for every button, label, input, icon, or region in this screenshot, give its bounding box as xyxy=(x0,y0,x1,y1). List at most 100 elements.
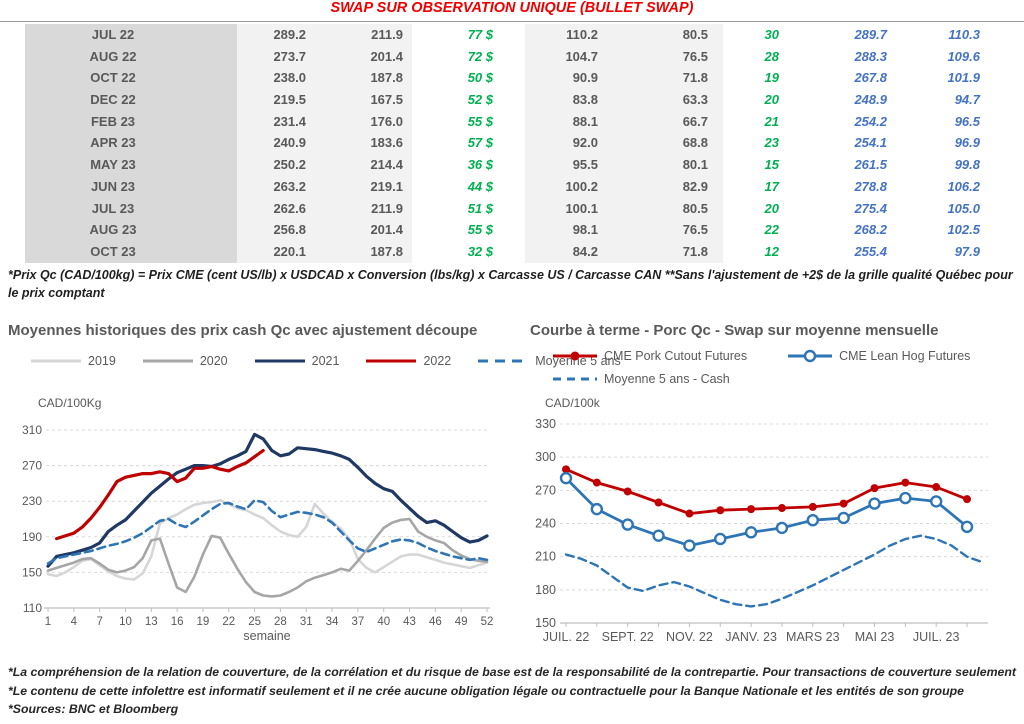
legend-label: 2019 xyxy=(88,354,116,368)
legend-swatch-line-icon xyxy=(553,351,597,361)
right-chart-legend-row2: Moyenne 5 ans - Cash xyxy=(552,372,730,386)
table-cell: 289.7 xyxy=(854,27,887,42)
swatch-marker xyxy=(570,351,580,361)
x-tick-label: 16 xyxy=(171,616,184,628)
table-cell: 100.2 xyxy=(525,175,610,198)
table-cell: 20 xyxy=(764,200,779,216)
table-footnote: *Prix Qc (CAD/100kg) = Prix CME (cent US… xyxy=(8,268,1013,300)
table-cell: 77 $ xyxy=(467,27,493,42)
data-point-marker xyxy=(870,484,879,493)
table-cell: 261.5 xyxy=(854,157,887,173)
data-point-marker xyxy=(899,491,912,505)
legend-item: 2020 xyxy=(142,354,228,368)
table-cell: 267.8 xyxy=(854,70,887,86)
table-cell: 231.4 xyxy=(237,110,320,133)
data-point-marker xyxy=(747,505,756,514)
table-cell: 187.8 xyxy=(320,67,412,90)
table-cell: 110.3 xyxy=(948,27,980,42)
y-tick-label: 270 xyxy=(22,459,42,473)
table-cell: 262.6 xyxy=(237,197,320,220)
legend-swatch-line-icon xyxy=(31,359,81,363)
data-point-marker xyxy=(932,483,941,492)
y-tick-label: 210 xyxy=(535,550,556,564)
legend-item: CME Pork Cutout Futures xyxy=(552,349,747,363)
table-cell: 248.9 xyxy=(854,92,887,108)
legend-item: 2022 xyxy=(365,354,451,368)
y-tick-label: 330 xyxy=(535,417,556,431)
right-chart-legend-row1: CME Pork Cutout Futures CME Lean Hog Futu… xyxy=(552,349,970,363)
x-tick-label: 7 xyxy=(96,616,102,628)
table-cell: MAY 23 xyxy=(25,154,237,176)
x-tick-label: 13 xyxy=(145,616,158,628)
data-point-marker xyxy=(808,502,817,511)
data-point-marker xyxy=(901,478,910,487)
table-cell: 96.5 xyxy=(954,113,980,129)
table-cell: 278.8 xyxy=(854,178,887,194)
table-cell: 52 $ xyxy=(467,92,493,108)
series-line-Moyenne 5 ans - Cash xyxy=(564,534,984,608)
left-chart-unit: CAD/100Kg xyxy=(38,396,102,410)
x-tick-label: MARS 23 xyxy=(786,630,840,644)
data-point-marker xyxy=(592,478,601,487)
x-tick-label: 31 xyxy=(300,616,313,628)
table-row: AUG 23 256.8 201.4 55 $ 98.1 76.5 22 268.2 102.5 xyxy=(25,219,990,241)
table-cell: 263.2 xyxy=(237,175,320,198)
data-point-marker xyxy=(683,539,696,552)
table-cell: 110.2 xyxy=(525,24,610,46)
table-cell: 100.1 xyxy=(525,197,610,220)
table-cell: 95.5 xyxy=(525,154,610,176)
y-tick-label: 310 xyxy=(22,423,42,437)
table-cell: 97.9 xyxy=(954,243,980,259)
table-row: DEC 22 219.5 167.5 52 $ 83.8 63.3 20 248.9 94.7 xyxy=(25,89,990,111)
data-point-marker xyxy=(777,504,786,513)
table-cell: FEB 23 xyxy=(25,110,237,133)
table-cell: DEC 22 xyxy=(25,89,237,111)
data-point-marker xyxy=(621,518,634,531)
table-cell: JUN 23 xyxy=(25,175,237,198)
table-cell: 268.2 xyxy=(854,222,887,238)
table-cell: AUG 23 xyxy=(25,219,237,241)
x-tick-label: 22 xyxy=(222,616,235,628)
x-axis-label: semaine xyxy=(243,629,290,643)
table-cell: 220.1 xyxy=(237,240,320,263)
legend-item: 2019 xyxy=(30,354,116,368)
legend-swatch-line-icon xyxy=(254,359,305,363)
data-point-marker xyxy=(654,498,663,507)
x-tick-label: JANV. 23 xyxy=(725,630,777,644)
table-cell: AUG 22 xyxy=(25,45,237,68)
table-cell: 219.1 xyxy=(320,175,412,198)
series-line-2020 xyxy=(46,517,489,598)
y-tick-label: 150 xyxy=(535,616,556,630)
swatch-marker xyxy=(803,349,817,363)
data-point-marker xyxy=(685,509,694,518)
table-cell: OCT 23 xyxy=(25,240,237,263)
legend-item: 2021 xyxy=(254,354,339,368)
x-tick-label: JUIL. 23 xyxy=(913,630,960,644)
table-cell: 211.9 xyxy=(320,197,412,220)
table-cell: 90.9 xyxy=(525,67,610,90)
right-chart-title: Courbe à terme - Porc Qc - Swap sur moye… xyxy=(530,322,939,339)
table-cell: JUL 22 xyxy=(25,24,237,46)
table-cell: 106.2 xyxy=(947,178,980,194)
table-cell: APR 23 xyxy=(25,132,237,155)
table-row: JUN 23 263.2 219.1 44 $ 100.2 82.9 17 278.8 106.… xyxy=(25,175,990,198)
table-cell: 66.7 xyxy=(610,110,723,133)
table-cell: 12 xyxy=(764,243,779,259)
data-point-marker xyxy=(775,521,789,535)
series-line-2021 xyxy=(46,432,489,568)
table-cell: 104.7 xyxy=(525,45,610,68)
table-cell: 187.8 xyxy=(320,240,412,263)
table-cell: 76.5 xyxy=(610,219,723,241)
x-tick-label: 19 xyxy=(197,616,210,628)
data-point-marker xyxy=(744,526,758,539)
x-tick-label: SEPT. 22 xyxy=(602,630,654,644)
series-line-CME Pork Cutout Futures xyxy=(564,467,969,515)
x-tick-label: 52 xyxy=(481,616,494,628)
table-cell: 238.0 xyxy=(237,67,320,90)
y-tick-label: 230 xyxy=(22,494,42,508)
left-chart-legend: 2019 2020 2021 2022 Moyenne 5 ans xyxy=(30,354,621,368)
table-cell: 92.0 xyxy=(525,132,610,155)
table-cell: 102.5 xyxy=(947,222,980,238)
table-cell: 176.0 xyxy=(320,110,412,133)
